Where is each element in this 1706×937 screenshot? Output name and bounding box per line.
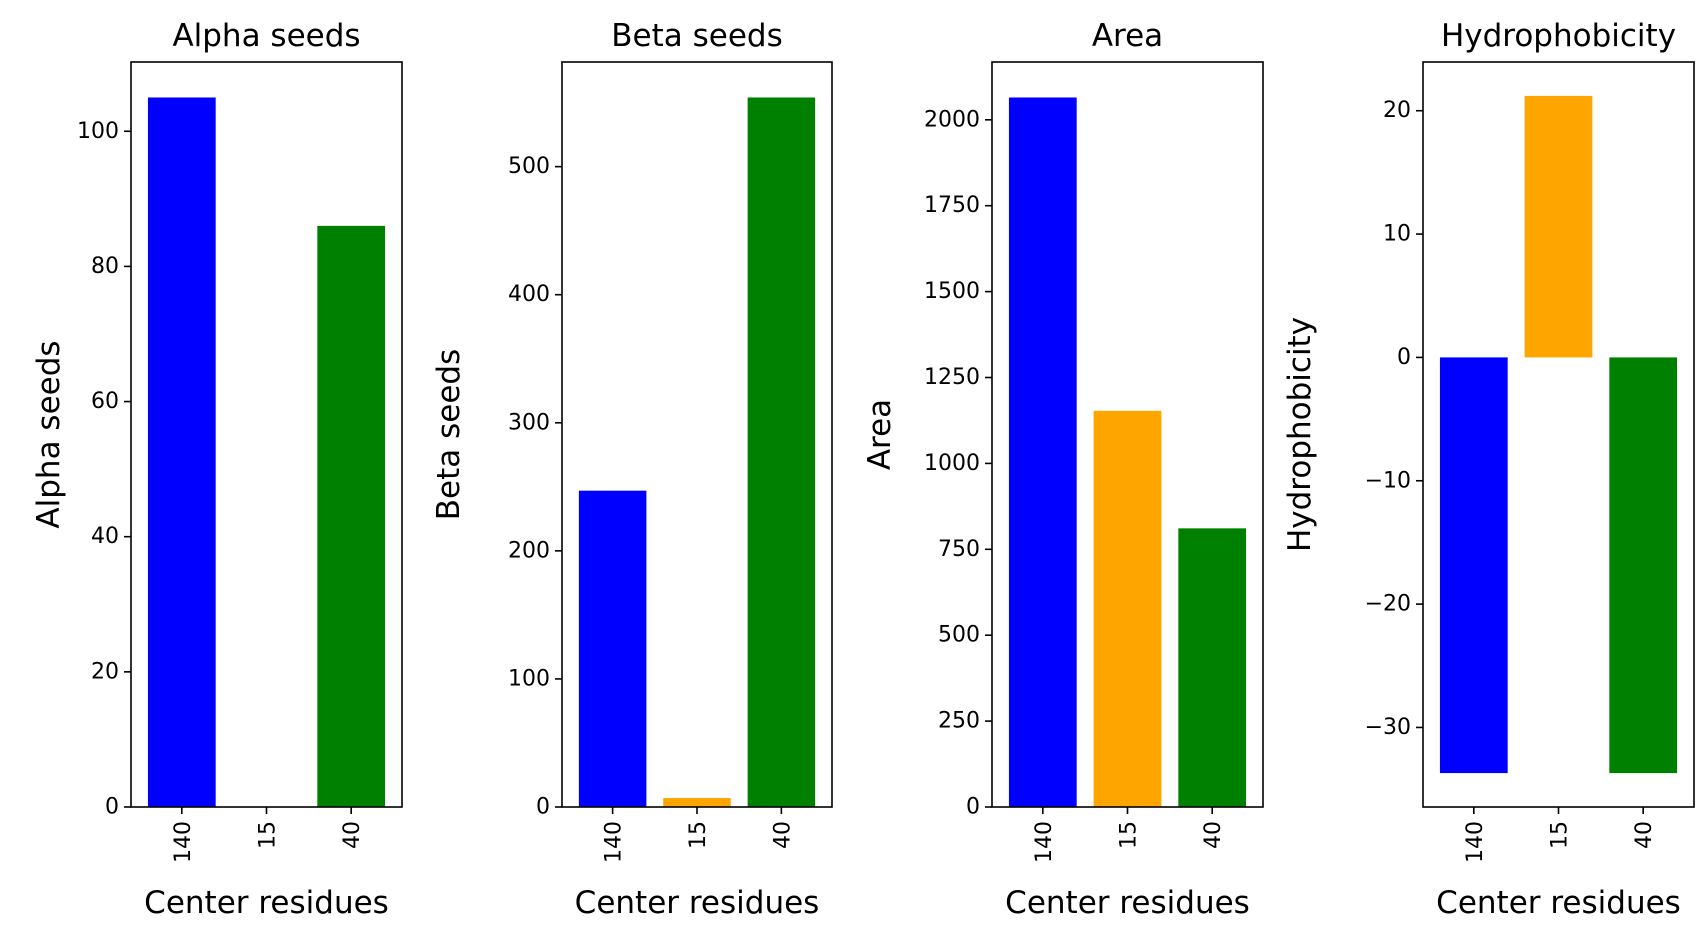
x-tick-label: 40 (1201, 821, 1226, 849)
y-tick-label: 100 (508, 666, 550, 691)
bar-15 (1093, 410, 1162, 807)
y-axis-label: Hydrophobicity (1282, 317, 1318, 552)
x-tick-label: 15 (1548, 821, 1573, 849)
y-tick-label: 1250 (924, 365, 980, 390)
x-tick-label: 140 (1032, 821, 1057, 863)
y-tick-label: 1750 (924, 193, 980, 218)
bar-140 (1008, 97, 1077, 807)
y-tick-label: 400 (508, 282, 550, 307)
y-tick-label: 500 (938, 623, 980, 648)
y-tick-label: −10 (1365, 468, 1411, 493)
y-tick-label: −30 (1365, 715, 1411, 740)
bar-15 (1524, 95, 1593, 358)
chart-panel-1: 0 20 40 60 80 100 140 15 40 Alpha seeds Center res… (31, 18, 403, 921)
y-tick-label: 300 (508, 410, 550, 435)
chart-panel-2: 0 100 200 300 400 500 140 15 40 Beta seeds Center … (431, 18, 833, 921)
x-axis-label: Center residues (1005, 885, 1250, 921)
y-tick-label: 80 (91, 254, 119, 279)
x-tick-label: 15 (686, 821, 711, 849)
bar-15 (663, 798, 731, 807)
bar-40 (1178, 528, 1247, 807)
y-tick-label: 0 (966, 795, 980, 820)
x-tick-label: 15 (1117, 821, 1142, 849)
y-tick-label: 20 (1383, 98, 1411, 123)
y-tick-label: 200 (508, 538, 550, 563)
x-tick-label: 40 (770, 821, 795, 849)
y-tick-label: 100 (77, 119, 119, 144)
x-axis-label: Center residues (144, 885, 389, 921)
y-tick-label: 10 (1383, 222, 1411, 247)
y-tick-label: 500 (508, 154, 550, 179)
y-tick-label: 750 (938, 537, 980, 562)
y-tick-label: 0 (1397, 345, 1411, 370)
bar-140 (147, 97, 216, 807)
y-tick-label: 40 (91, 524, 119, 549)
x-axis-label: Center residues (1436, 885, 1681, 921)
y-tick-label: 1500 (924, 279, 980, 304)
x-tick-label: 140 (171, 821, 196, 863)
x-axis-label: Center residues (575, 885, 820, 921)
y-tick-label: 1000 (924, 451, 980, 476)
chart-title: Hydrophobicity (1441, 18, 1676, 54)
y-axis-label: Beta seeds (431, 349, 467, 520)
y-tick-label: −20 (1365, 592, 1411, 617)
x-tick-label: 140 (602, 821, 627, 863)
bar-40 (747, 97, 816, 807)
x-tick-label: 140 (1463, 821, 1488, 863)
x-tick-label: 15 (256, 821, 281, 849)
bar-40 (317, 225, 386, 807)
x-tick-label: 40 (1632, 821, 1657, 849)
y-tick-label: 20 (91, 659, 119, 684)
y-tick-label: 0 (105, 795, 119, 820)
bar-140 (1439, 357, 1508, 774)
bar-40 (1609, 357, 1678, 774)
y-axis-label: Area (862, 399, 898, 470)
chart-title: Alpha seeds (172, 18, 360, 54)
chart-panel-4: −30 −20 −10 0 10 20 140 15 40 Hydrophobicity Cente… (1282, 18, 1695, 921)
x-tick-label: 40 (340, 821, 365, 849)
chart-title: Area (1092, 18, 1163, 54)
y-tick-label: 0 (536, 795, 550, 820)
bar-140 (578, 490, 647, 807)
y-tick-label: 250 (938, 709, 980, 734)
y-tick-label: 60 (91, 389, 119, 414)
chart-title: Beta seeds (611, 18, 782, 54)
y-axis-label: Alpha seeds (31, 340, 67, 528)
chart-panel-3: 0 250 500 750 1000 1250 1500 1750 2000 140 15 40 Are… (862, 18, 1264, 921)
y-tick-label: 2000 (924, 107, 980, 132)
